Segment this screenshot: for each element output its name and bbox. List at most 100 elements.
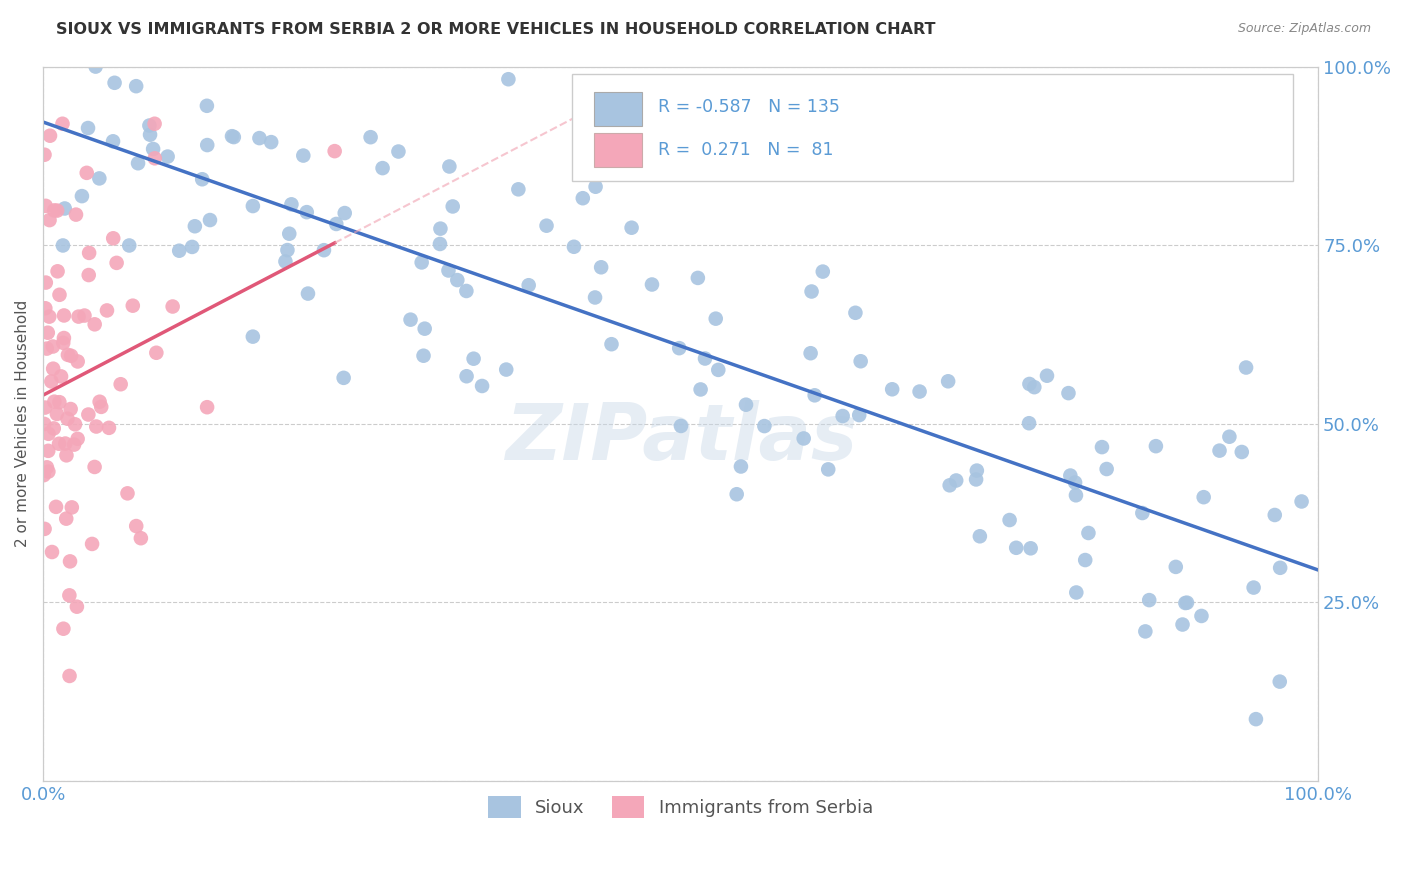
Point [945,474,967,488]
Point [292,148,315,162]
Point [1019,541,1042,556]
Point [1244,712,1267,726]
Point [83,459,105,474]
Point [53,436,76,450]
Point [66,354,89,368]
Point [572,191,595,205]
Point [1268,561,1291,575]
Point [411,255,433,269]
Point [121,299,143,313]
Point [34,199,56,213]
Point [84,419,107,434]
Point [1095,462,1118,476]
Point [142,142,165,156]
Point [76,166,98,180]
Point [35,276,58,290]
Point [80,537,103,551]
Point [456,284,478,298]
Point [138,119,160,133]
Point [998,513,1021,527]
Point [600,337,623,351]
Point [56,348,79,362]
Point [439,160,461,174]
Point [83,318,105,332]
Point [195,99,218,113]
Point [793,432,815,446]
Point [1230,445,1253,459]
Point [399,312,422,326]
Point [704,311,727,326]
Point [184,219,207,234]
Point [969,529,991,543]
Point [938,478,960,492]
Point [63,437,86,451]
Point [42,421,65,435]
Point [1175,596,1198,610]
Point [37,465,59,479]
Point [46,203,69,218]
Point [49,369,72,384]
Point [325,217,347,231]
Point [800,285,823,299]
Point [38,213,60,227]
Point [831,409,853,423]
Point [73,309,96,323]
Legend: Sioux, Immigrants from Serbia: Sioux, Immigrants from Serbia [481,789,880,826]
Text: Source: ZipAtlas.com: Source: ZipAtlas.com [1237,22,1371,36]
Point [58,669,80,683]
Point [1057,386,1080,401]
Point [332,371,354,385]
Point [42,361,65,376]
Point [105,256,128,270]
Point [90,400,112,414]
Point [1264,508,1286,522]
Point [195,138,218,153]
Point [754,419,776,434]
Point [1074,553,1097,567]
Point [730,459,752,474]
Point [312,243,335,257]
Point [77,268,100,282]
Point [295,205,318,219]
Point [429,221,451,235]
Bar [593,133,643,168]
Point [52,238,75,252]
Point [456,369,478,384]
Point [198,213,221,227]
Point [242,329,264,343]
Point [52,331,75,345]
Point [34,522,56,536]
Point [413,321,436,335]
Point [641,277,664,292]
Point [125,519,148,533]
Point [1137,593,1160,607]
Point [125,79,148,94]
Text: R = -0.587   N = 135: R = -0.587 N = 135 [658,98,839,116]
Point [1059,468,1081,483]
Point [1018,416,1040,430]
Point [55,511,77,525]
Point [35,342,58,356]
Point [143,117,166,131]
Point [1164,560,1187,574]
Point [1077,526,1099,541]
Point [1018,376,1040,391]
Point [55,448,77,462]
Point [495,362,517,376]
Point [48,287,70,301]
Point [37,426,59,441]
Point [34,401,56,415]
Point [145,345,167,359]
Point [966,464,988,478]
Point [89,171,111,186]
Point [1064,488,1087,502]
Point [52,622,75,636]
Point [323,144,346,158]
Point [222,130,245,145]
Point [1234,360,1257,375]
Point [811,264,834,278]
Point [77,408,100,422]
Point [89,394,111,409]
Point [693,351,716,366]
Point [46,264,69,278]
